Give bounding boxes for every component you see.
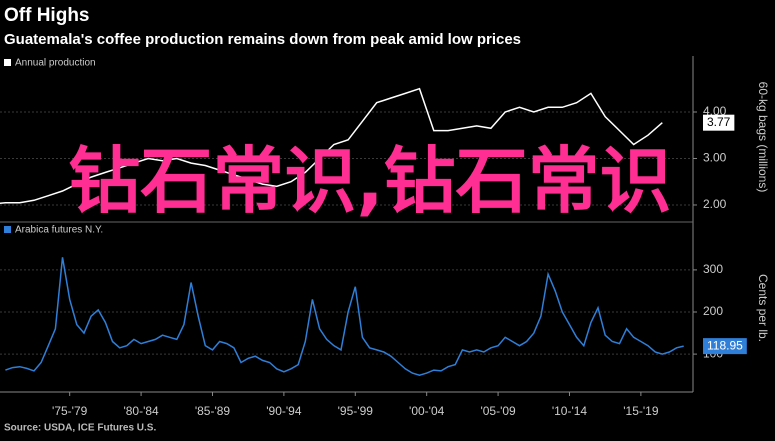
x-tick-label: '15-'19 bbox=[623, 404, 659, 418]
legend-label: Arabica futures N.Y. bbox=[15, 225, 103, 236]
chart-subtitle: Guatemala's coffee production remains do… bbox=[4, 31, 521, 48]
data-line bbox=[5, 257, 684, 376]
watermark: 钻石常识,钻石常识 bbox=[68, 139, 672, 223]
y-tick-label: 2.00 bbox=[703, 197, 727, 211]
source: Source: USDA, ICE Futures U.S. bbox=[4, 423, 156, 434]
value-label-box bbox=[703, 114, 735, 131]
y-axis-label: 60-kg bags (millions) bbox=[756, 82, 770, 193]
y-tick-label: 200 bbox=[703, 304, 723, 318]
x-tick-label: '05-'09 bbox=[480, 404, 516, 418]
legend-label: Annual production bbox=[15, 58, 96, 69]
x-tick-label: '00-'04 bbox=[409, 404, 445, 418]
legend-swatch bbox=[4, 59, 11, 66]
x-tick-label: '90-'94 bbox=[266, 404, 302, 418]
y-tick-label: 300 bbox=[703, 262, 723, 276]
chart-title: Off Highs bbox=[4, 5, 90, 26]
x-tick-label: '95-'99 bbox=[338, 404, 374, 418]
x-tick-label: '10-'14 bbox=[552, 404, 588, 418]
x-tick-label: '80-'84 bbox=[123, 404, 159, 418]
value-label: 118.95 bbox=[707, 338, 743, 352]
value-label-box bbox=[703, 338, 747, 355]
y-tick-label: 3.00 bbox=[703, 151, 727, 165]
x-tick-label: '75-'79 bbox=[52, 404, 88, 418]
y-axis-label: Cents per lb. bbox=[756, 274, 770, 342]
x-tick-label: '85-'89 bbox=[195, 404, 231, 418]
data-line bbox=[0, 87, 663, 204]
value-label: 3.77 bbox=[707, 115, 731, 129]
legend-swatch bbox=[4, 226, 11, 233]
y-tick-label: 4.00 bbox=[703, 104, 727, 118]
